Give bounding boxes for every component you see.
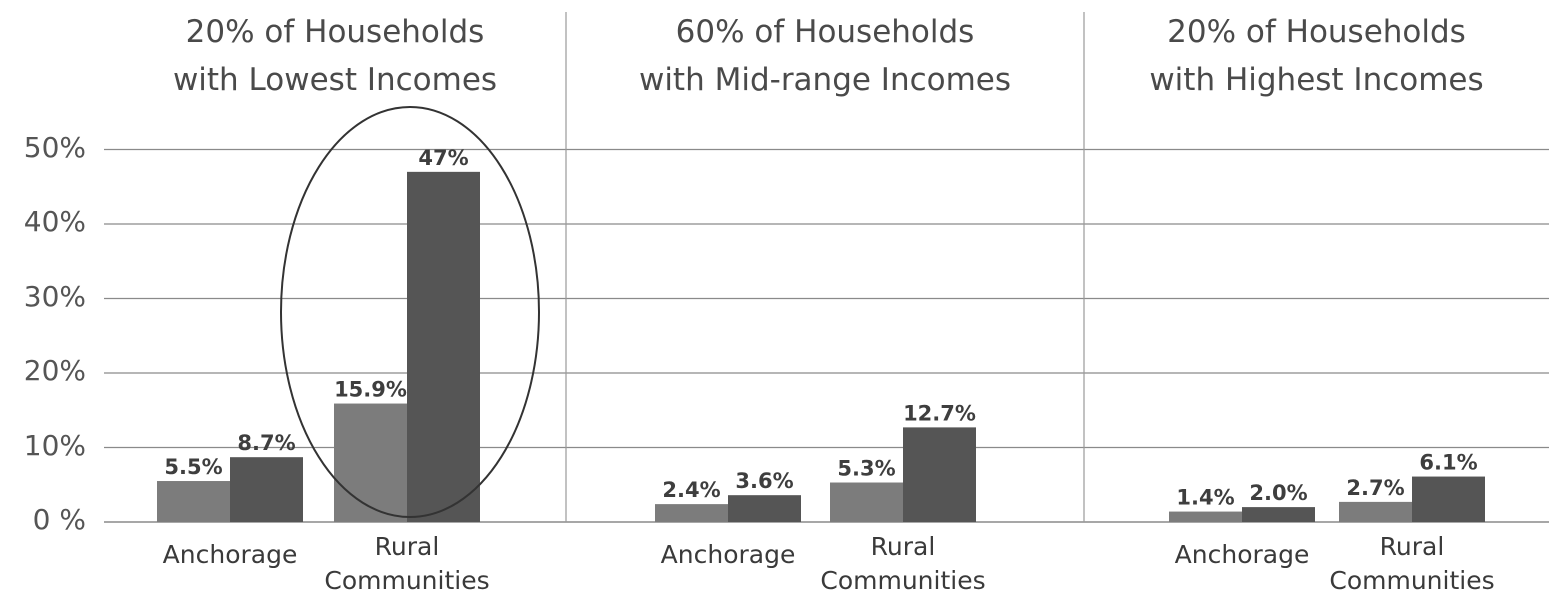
bar (830, 482, 903, 522)
y-tick-label: 40% (23, 205, 86, 238)
y-tick-label: 10% (23, 428, 86, 462)
category-label-line: Communities (820, 566, 986, 595)
bar (1169, 511, 1242, 522)
bar (1339, 501, 1412, 522)
category-label-line: Rural (1379, 532, 1445, 561)
bar (407, 171, 480, 522)
bar-value-label: 15.9% (334, 378, 407, 402)
panel-title-line: 20% of Households (185, 14, 485, 50)
bar (1412, 476, 1485, 522)
bar-value-label: 5.3% (837, 457, 895, 481)
bar-value-label: 8.7% (237, 431, 295, 455)
highlight-ellipse (280, 106, 540, 518)
panel-title-line: with Mid-range Incomes (638, 62, 1012, 98)
bar-value-label: 2.7% (1346, 476, 1404, 500)
y-tick-label: 20% (23, 354, 86, 387)
category-label-line: Anchorage (660, 540, 796, 569)
bar-value-label: 2.4% (662, 478, 720, 502)
category-label-line: Communities (324, 566, 490, 595)
bar (1242, 507, 1315, 522)
bar (230, 457, 303, 522)
category-label-line: Anchorage (162, 540, 298, 569)
bar (903, 427, 976, 522)
category-label: Anchorage (1152, 538, 1332, 572)
category-label-line: Anchorage (1174, 540, 1310, 569)
bar (157, 481, 230, 522)
bar-value-label: 12.7% (903, 401, 976, 425)
panel-title: 20% of Households with Lowest Incomes (44, 8, 626, 104)
bar-value-label: 47% (418, 146, 468, 170)
category-label: Anchorage (140, 538, 320, 572)
y-tick-label: 0 % (32, 503, 86, 536)
bar-value-label: 5.5% (164, 455, 222, 479)
category-label-line: Rural (870, 532, 936, 561)
category-label: Rural Communities (813, 530, 993, 598)
category-label: Anchorage (638, 538, 818, 572)
category-label-line: Rural (374, 532, 440, 561)
panel-title-line: with Lowest Incomes (172, 62, 498, 98)
panel-title: 60% of Households with Mid-range Incomes (506, 8, 1144, 104)
bar-value-label: 1.4% (1176, 486, 1234, 510)
bar-value-label: 2.0% (1249, 481, 1307, 505)
bar (334, 403, 407, 522)
category-label: Rural Communities (1322, 530, 1502, 598)
y-tick-label: 30% (23, 279, 86, 313)
bar (655, 504, 728, 522)
category-label: Rural Communities (317, 530, 497, 598)
bar (728, 495, 801, 522)
y-tick-label: 50% (23, 130, 86, 164)
panel-title-line: with Highest Incomes (1149, 62, 1484, 98)
category-label-line: Communities (1329, 566, 1495, 595)
panel-title-line: 20% of Households (1167, 14, 1466, 50)
bar-value-label: 6.1% (1419, 451, 1477, 475)
bar-value-label: 3.6% (735, 469, 793, 493)
panel-title: 20% of Households with Highest Incomes (1024, 8, 1549, 104)
panel-title-line: 60% of Households (675, 14, 975, 50)
